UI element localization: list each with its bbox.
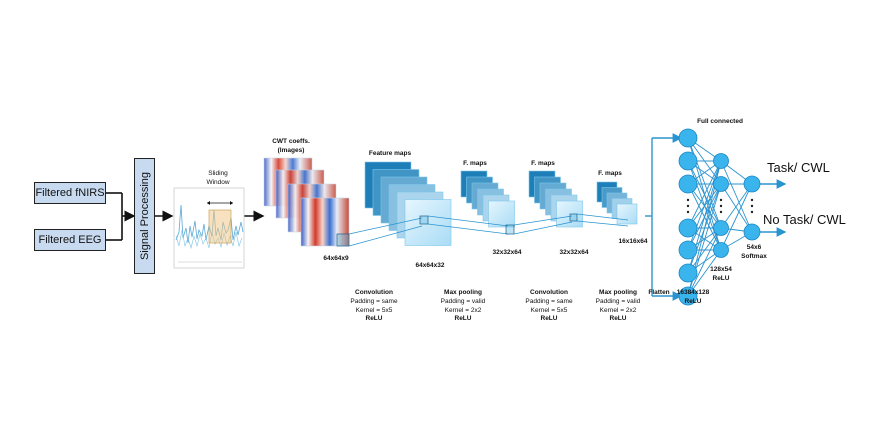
neuron: [678, 218, 698, 238]
window-highlight: [208, 209, 232, 244]
neuron: [678, 286, 698, 306]
cwt-title: CWT coeffs. (Images): [272, 138, 310, 154]
fc-connection: [720, 183, 753, 233]
fmaps1-dims: 32x32x64: [492, 249, 522, 256]
cwt-image-slice: [300, 197, 350, 247]
fmaps2-title: F. maps: [531, 160, 555, 167]
neuron: [678, 263, 698, 283]
fmaps1-title: F. maps: [463, 160, 487, 167]
ellipsis-dot: [686, 204, 690, 208]
fmap3-slice: [616, 203, 638, 225]
feature-map-stacks: [364, 161, 638, 246]
neuron: [678, 128, 698, 148]
fc-connection: [687, 227, 722, 297]
fmaps2-dims: 32x32x64: [559, 249, 589, 256]
flatten-label: Flatten: [648, 289, 670, 296]
ellipsis-dot: [750, 210, 754, 214]
filtered-fnirs-label: Filtered fNIRS: [35, 187, 105, 199]
cwt-dims: 64x64x9: [323, 255, 349, 262]
filtered-eeg-label: Filtered EEG: [38, 234, 102, 246]
ellipsis-dot: [719, 198, 723, 202]
neuron: [743, 175, 761, 193]
dense2-label: 128x54 ReLU: [710, 266, 732, 282]
ellipsis-dot: [750, 204, 754, 208]
fc-connection: [720, 183, 753, 251]
neuron: [713, 153, 729, 169]
conv2-description: Convolution Padding = same Kernel = 5x5 …: [525, 289, 573, 323]
signal-processing-label: Signal Processing: [138, 171, 151, 261]
neuron: [743, 223, 761, 241]
cwt-image-stack: [263, 157, 350, 247]
neuron: [713, 176, 729, 192]
dense3-label: 54x6 Softmax: [741, 244, 767, 260]
sliding-window-label: Sliding Window: [206, 170, 230, 186]
conv1-description: Convolution Padding = same Kernel = 5x5 …: [350, 289, 398, 323]
fmaps3-title: F. maps: [598, 170, 622, 177]
sliding-window-plot: [173, 187, 245, 269]
fc-connection: [687, 160, 722, 229]
ellipsis-dot: [686, 210, 690, 214]
pool1-description: Max pooling Padding = valid Kernel = 2x2…: [440, 289, 486, 323]
projection-lines: [336, 213, 629, 247]
neuron: [713, 220, 729, 236]
feature-maps-dims: 64x64x32: [415, 262, 445, 269]
neuron: [678, 174, 698, 194]
filtered-eeg-box: Filtered EEG: [34, 229, 106, 251]
flatten-bracket: [645, 133, 683, 301]
ellipsis-dot: [750, 198, 754, 202]
feature-maps-title: Feature maps: [368, 150, 412, 157]
neuron: [678, 151, 698, 171]
output-task-label: Task/ CWL: [767, 160, 830, 175]
neuron: [713, 242, 729, 258]
fc-connection: [687, 249, 722, 297]
pool2-description: Max pooling Padding = valid Kernel = 2x2…: [595, 289, 641, 323]
fmap1-slice: [488, 200, 515, 228]
output-arrows: [760, 179, 787, 237]
ellipsis-dot: [719, 210, 723, 214]
fully-connected-network: [678, 128, 761, 306]
fc-connection: [687, 137, 722, 229]
fmaps3-dims: 16x16x64: [618, 238, 648, 245]
filtered-fnirs-box: Filtered fNIRS: [34, 182, 106, 204]
fc-connection: [720, 160, 753, 233]
ellipsis-dot: [686, 198, 690, 202]
input-connectors: [106, 192, 265, 241]
dense1-label: 16384x128 ReLU: [676, 289, 710, 305]
signal-processing-box: Signal Processing: [134, 158, 155, 274]
neuron: [678, 240, 698, 260]
ellipsis-dot: [719, 204, 723, 208]
full-connected-title: Full connected: [697, 118, 743, 125]
fc-connection: [720, 183, 753, 229]
output-no-task-label: No Task/ CWL: [763, 212, 846, 227]
